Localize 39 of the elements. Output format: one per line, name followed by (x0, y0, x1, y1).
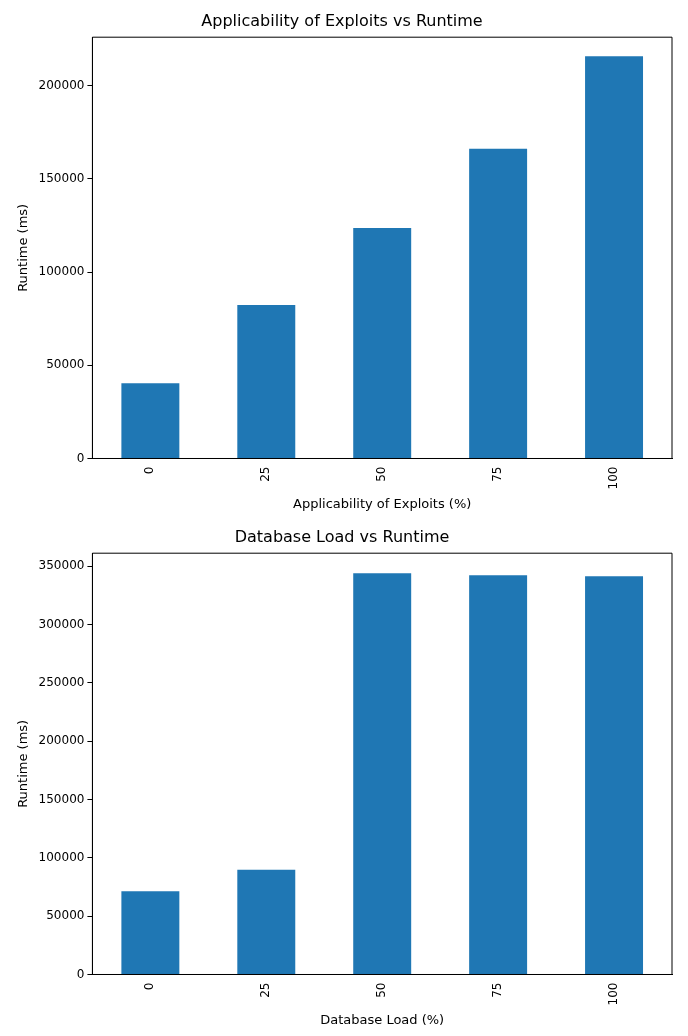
bar (237, 869, 296, 974)
x-tick-label: 75 (490, 466, 505, 482)
y-tick-label: 350000 (38, 558, 85, 573)
y-tick-label: 250000 (38, 674, 85, 689)
x-tick-label: 0 (142, 982, 157, 991)
y-tick-label: 0 (76, 966, 85, 981)
y-tick-label: 150000 (38, 171, 85, 185)
bar (353, 573, 412, 974)
x-tick-label: 0 (142, 466, 157, 475)
x-tick-label: 100 (606, 466, 621, 490)
x-axis-title: Applicability of Exploits (%) (293, 495, 472, 511)
y-tick-label: 50000 (46, 357, 85, 372)
x-tick-label: 50 (374, 466, 389, 482)
bar (237, 305, 296, 458)
bar (121, 891, 180, 974)
bar (585, 56, 644, 458)
x-tick-label: 100 (606, 982, 621, 1006)
chart-title: Database Load vs Runtime (234, 526, 450, 546)
y-axis-title: Runtime (ms) (15, 203, 31, 292)
bar (469, 575, 528, 974)
x-tick-label: 25 (258, 982, 273, 998)
x-tick-label: 50 (374, 982, 389, 998)
y-axis-title: Runtime (ms) (15, 719, 31, 808)
bar (469, 148, 528, 458)
y-tick-label: 50000 (46, 908, 85, 923)
y-tick-label: 100000 (38, 264, 85, 279)
x-axis-title: Database Load (%) (320, 1011, 445, 1027)
bar (585, 576, 644, 974)
y-tick-label: 300000 (38, 616, 85, 631)
y-tick-label: 200000 (38, 733, 85, 748)
chart-title: Applicability of Exploits vs Runtime (201, 10, 483, 30)
y-tick-label: 200000 (38, 77, 85, 92)
x-tick-label: 75 (490, 982, 505, 998)
y-tick-label: 0 (76, 450, 85, 465)
y-tick-label: 100000 (38, 849, 85, 864)
y-tick-label: 150000 (38, 791, 85, 806)
bar (353, 227, 412, 458)
bar (121, 383, 180, 458)
x-tick-label: 25 (258, 466, 273, 482)
